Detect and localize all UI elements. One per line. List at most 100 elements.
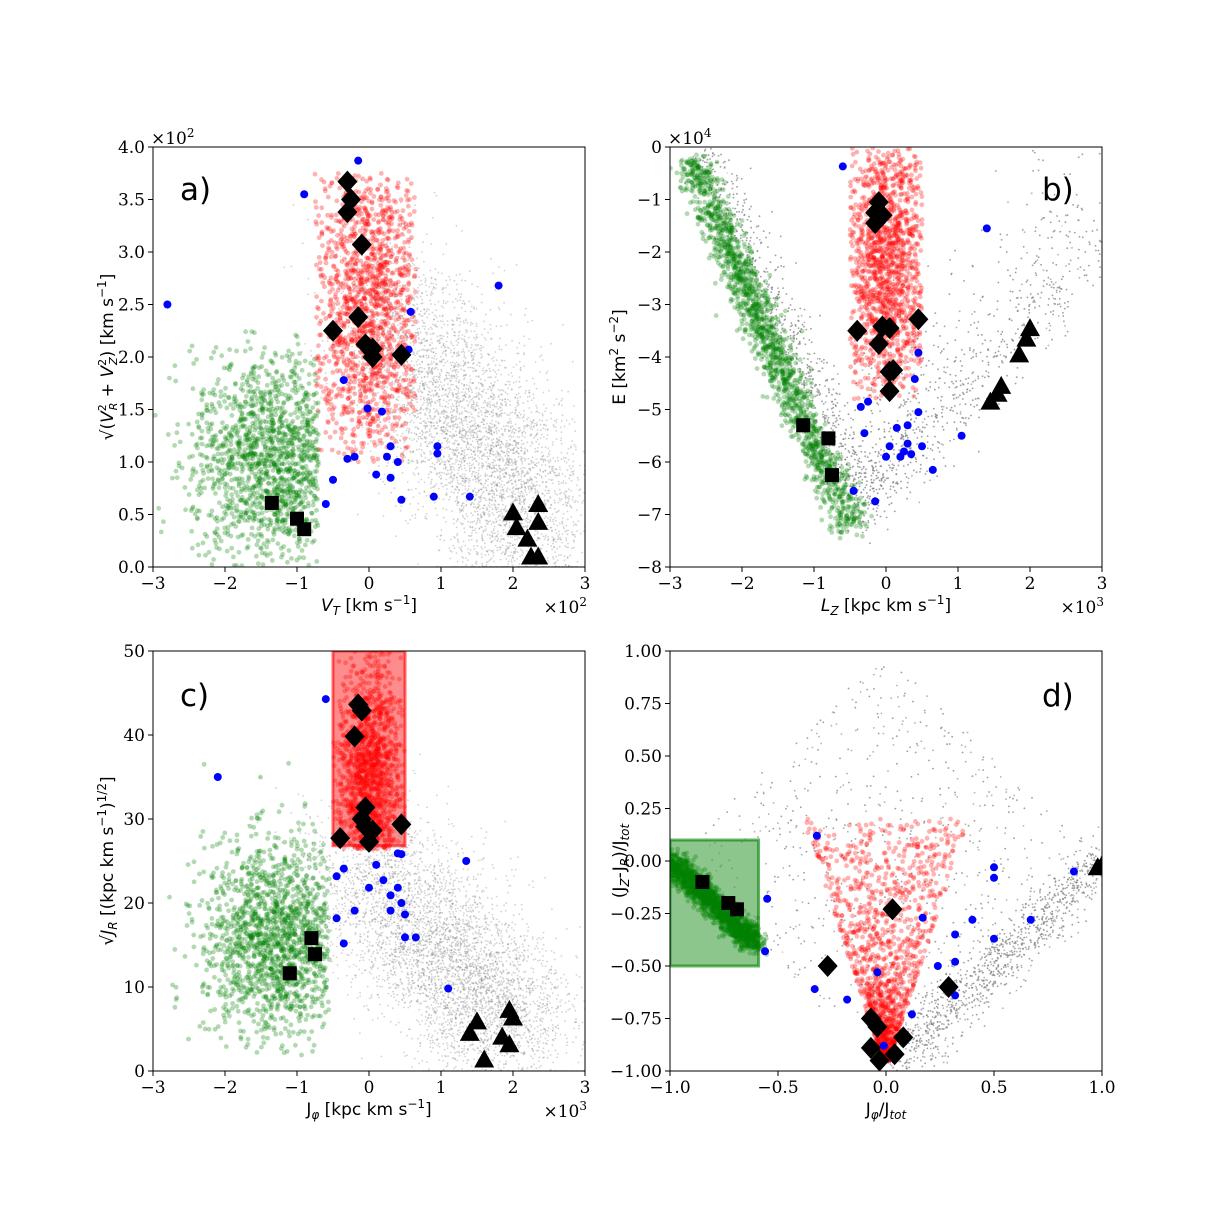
background-point — [491, 498, 493, 501]
background-point — [592, 519, 594, 521]
background-point — [481, 390, 483, 393]
background-point — [491, 433, 494, 436]
background-point — [353, 352, 356, 355]
background-point — [423, 367, 426, 370]
background-point — [529, 478, 532, 481]
background-point — [522, 551, 524, 554]
background-point — [576, 560, 579, 563]
background-point — [475, 477, 478, 480]
background-point — [452, 522, 455, 525]
background-point — [509, 400, 511, 403]
background-point — [448, 275, 451, 278]
background-point — [392, 262, 394, 265]
background-point — [458, 436, 461, 439]
background-point — [438, 420, 441, 423]
background-point — [438, 418, 441, 421]
background-point — [448, 293, 451, 296]
background-point — [452, 466, 455, 469]
background-point — [474, 498, 477, 500]
background-point — [514, 411, 517, 414]
background-point — [417, 390, 420, 393]
background-point — [543, 511, 545, 514]
background-point — [404, 456, 407, 458]
background-point — [548, 478, 551, 481]
background-point — [483, 420, 486, 422]
background-point — [444, 437, 447, 440]
background-point — [408, 391, 411, 394]
background-point — [483, 328, 486, 330]
background-point — [504, 428, 506, 431]
background-point — [567, 500, 570, 502]
background-point — [545, 502, 547, 505]
background-point — [491, 357, 493, 360]
background-point — [540, 345, 543, 348]
background-point — [391, 327, 393, 330]
background-point — [499, 436, 501, 438]
background-point — [446, 469, 449, 472]
background-point — [436, 394, 439, 396]
background-point — [375, 318, 378, 320]
background-point — [394, 310, 397, 313]
background-point — [482, 539, 484, 541]
background-point — [434, 394, 437, 397]
background-point — [471, 366, 474, 369]
background-point — [472, 451, 475, 453]
background-point — [527, 417, 529, 419]
background-point — [367, 220, 370, 223]
background-point — [500, 403, 502, 406]
background-point — [445, 243, 448, 246]
background-point — [523, 335, 526, 338]
background-point — [493, 431, 495, 434]
background-point — [417, 331, 419, 334]
background-point — [445, 400, 448, 403]
background-point — [401, 340, 403, 343]
background-point — [555, 474, 558, 477]
background-point — [567, 447, 570, 450]
background-point — [484, 472, 487, 475]
background-point — [542, 470, 544, 473]
background-point — [457, 469, 460, 472]
background-point — [524, 473, 527, 476]
background-point — [429, 299, 432, 302]
background-point — [468, 462, 471, 465]
background-point — [426, 350, 429, 352]
background-point — [387, 462, 389, 464]
background-point — [519, 555, 521, 558]
background-point — [445, 440, 448, 443]
red-point — [327, 434, 333, 440]
background-point — [490, 540, 493, 543]
background-point — [480, 444, 483, 447]
background-point — [474, 454, 476, 457]
background-point — [480, 394, 483, 396]
background-point — [492, 458, 495, 461]
background-point — [514, 479, 517, 482]
background-point — [524, 486, 527, 488]
background-point — [464, 410, 466, 412]
background-point — [415, 433, 418, 436]
background-point — [504, 344, 507, 346]
background-point — [456, 283, 458, 286]
background-point — [511, 496, 513, 499]
background-point — [480, 526, 482, 528]
background-point — [433, 357, 435, 360]
background-point — [491, 508, 494, 511]
background-point — [430, 471, 433, 474]
background-point — [451, 328, 454, 331]
background-point — [453, 443, 456, 445]
background-point — [434, 386, 437, 388]
background-point — [551, 536, 554, 538]
background-point — [491, 441, 494, 444]
background-point — [582, 499, 585, 502]
background-point — [356, 278, 359, 281]
background-point — [433, 376, 435, 378]
background-point — [509, 545, 511, 547]
background-point — [460, 421, 463, 424]
background-point — [495, 412, 497, 415]
background-point — [460, 460, 463, 463]
background-point — [433, 379, 435, 382]
background-point — [516, 466, 518, 468]
background-point — [423, 337, 426, 340]
background-point — [465, 420, 467, 422]
background-point — [428, 459, 431, 461]
background-point — [438, 497, 440, 500]
